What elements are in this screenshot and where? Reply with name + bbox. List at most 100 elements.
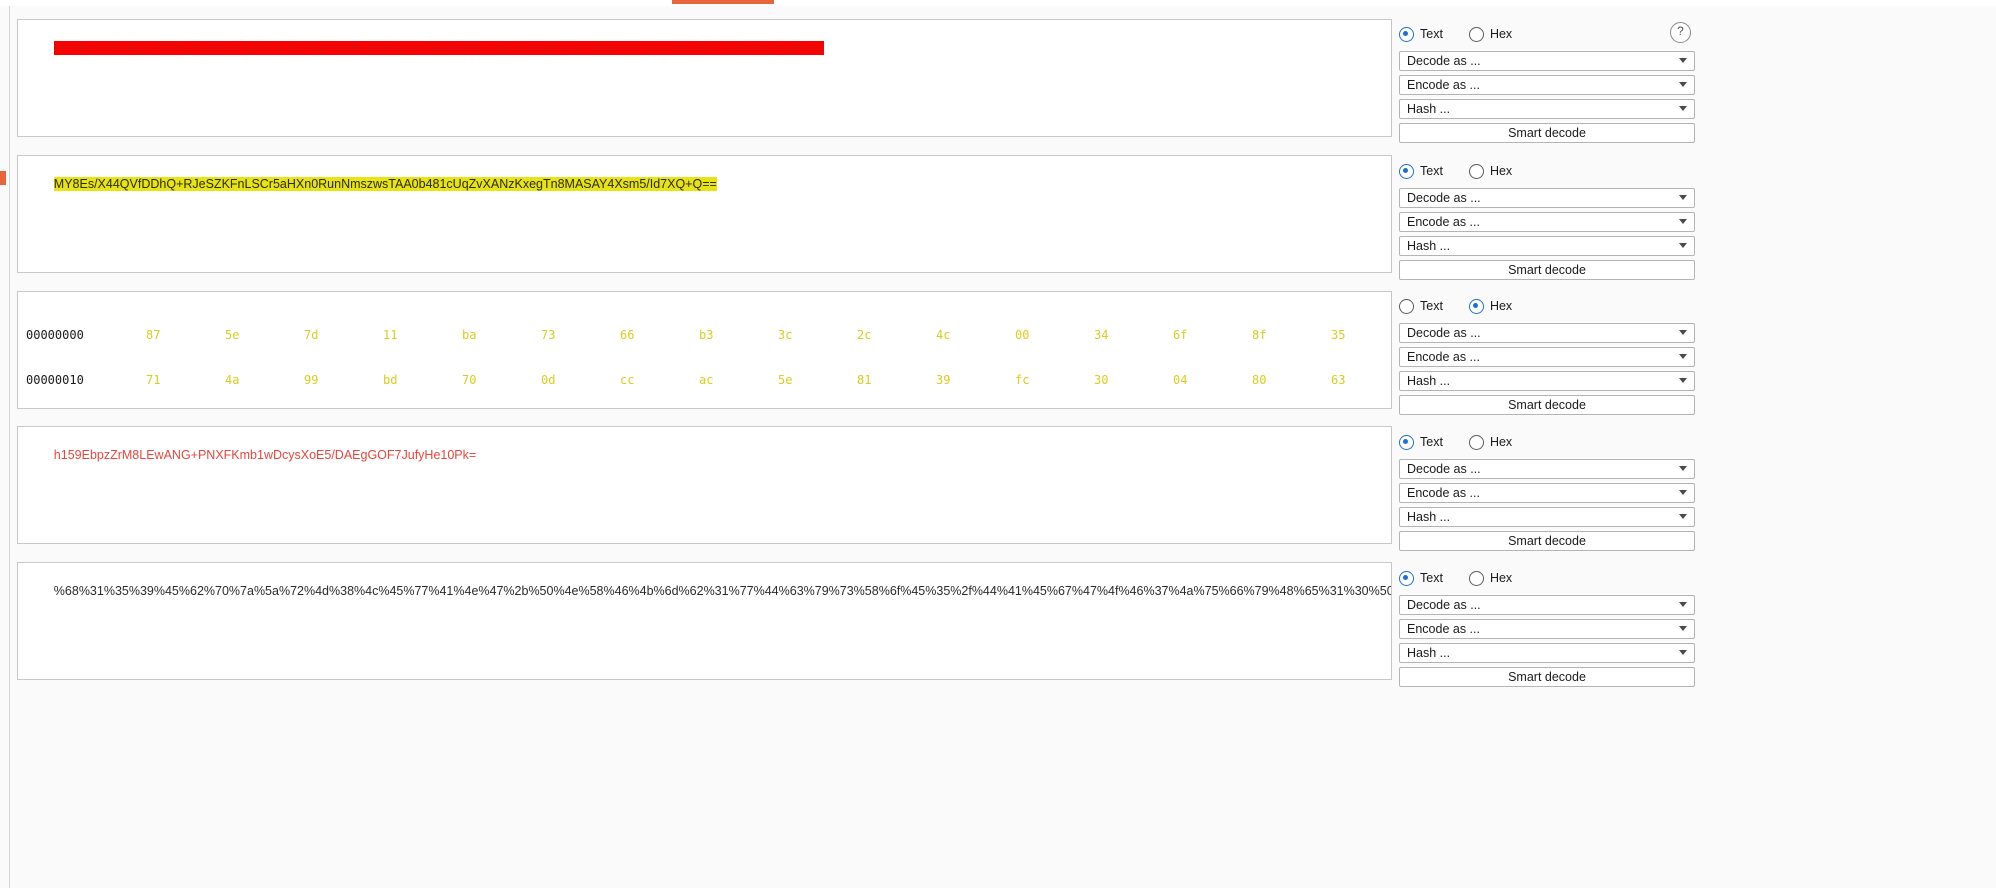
panel-2-encode-as-select[interactable]: Encode as ...: [1399, 212, 1695, 232]
chevron-down-icon: [1679, 354, 1687, 359]
window-top-strip: [0, 0, 1996, 6]
panel-1-radio-text-label: Text: [1420, 27, 1443, 41]
hex-byte: 80: [1252, 373, 1267, 387]
radio-dot-icon: [1468, 570, 1484, 586]
chevron-down-icon: [1679, 650, 1687, 655]
panel-4-hash-value: Hash ...: [1407, 510, 1451, 524]
panel-4-smart-decode-button[interactable]: Smart decode: [1399, 531, 1695, 551]
panel-4-controls: Text Hex Decode as ... Encode as ... Has…: [1399, 432, 1695, 551]
panel-4-radio-text[interactable]: Text: [1399, 434, 1443, 450]
panel-5-smart-decode-button[interactable]: Smart decode: [1399, 667, 1695, 687]
panel-5-encode-as-select[interactable]: Encode as ...: [1399, 619, 1695, 639]
radio-dot-icon: [1468, 26, 1484, 42]
hex-byte: 4c: [936, 328, 951, 342]
hex-byte: 71: [146, 373, 161, 387]
panel-5-hash-value: Hash ...: [1407, 646, 1451, 660]
hex-byte: 81: [857, 373, 872, 387]
hex-byte: 3c: [778, 328, 793, 342]
hex-byte: ac: [699, 373, 714, 387]
left-rail-marker: [0, 171, 6, 185]
panel-1-radio-hex-label: Hex: [1489, 27, 1513, 41]
panel-5-hash-select[interactable]: Hash ...: [1399, 643, 1695, 663]
hex-byte: 5e: [225, 328, 240, 342]
panel-2-editor[interactable]: MY8Es/X44QVfDDhQ+RJeSZKFnLSCr5aHXn0RunNm…: [17, 155, 1392, 273]
panel-4-content[interactable]: h159EbpzZrM8LEwANG+PNXFKmb1wDcysXoE5/DAE…: [18, 427, 1391, 482]
radio-dot-icon: [1399, 163, 1414, 179]
panel-1-smart-decode-button[interactable]: Smart decode: [1399, 123, 1695, 143]
panel-2-hash-select[interactable]: Hash ...: [1399, 236, 1695, 256]
hex-byte: 6f: [1173, 328, 1188, 342]
panel-2-encode-as-value: Encode as ...: [1407, 215, 1480, 229]
panel-5-editor[interactable]: %68%31%35%39%45%62%70%7a%5a%72%4d%38%4c%…: [17, 562, 1392, 680]
hex-byte: fc: [1015, 373, 1030, 387]
panel-3-encode-as-select[interactable]: Encode as ...: [1399, 347, 1695, 367]
panel-2-radio-text[interactable]: Text: [1399, 163, 1443, 179]
hex-byte: 99: [304, 373, 319, 387]
panel-1-editor[interactable]: MY8Es%2fX44QVfDDhQ%2bRJeSZKFnLSCr5aHXn0R…: [17, 19, 1392, 137]
hex-byte: 70: [462, 373, 477, 387]
panel-3-smart-decode-button[interactable]: Smart decode: [1399, 395, 1695, 415]
hex-byte: 35: [1331, 328, 1346, 342]
panel-5-decode-as-select[interactable]: Decode as ...: [1399, 595, 1695, 615]
hex-byte: 0d: [541, 373, 556, 387]
panel-5-radio-text-label: Text: [1420, 571, 1443, 585]
panel-2-mode-group: Text Hex: [1399, 161, 1695, 181]
hex-byte: 2c: [857, 328, 872, 342]
hexdump-row: 00000000 87 5e 7d 11 ba 73 66 b3 3c 2c 4…: [26, 328, 1383, 343]
panel-4-radio-text-label: Text: [1420, 435, 1443, 449]
panel-2-radio-hex-label: Hex: [1489, 164, 1513, 178]
panel-5-content[interactable]: %68%31%35%39%45%62%70%7a%5a%72%4d%38%4c%…: [18, 563, 1391, 618]
radio-dot-icon: [1399, 434, 1414, 450]
chevron-down-icon: [1679, 466, 1687, 471]
panel-5-decode-as-value: Decode as ...: [1407, 598, 1481, 612]
hex-byte: 7d: [304, 328, 319, 342]
panel-5-text: %68%31%35%39%45%62%70%7a%5a%72%4d%38%4c%…: [53, 584, 1391, 598]
panel-5-encode-as-value: Encode as ...: [1407, 622, 1480, 636]
panel-3-radio-hex[interactable]: Hex: [1468, 298, 1512, 314]
help-icon[interactable]: ?: [1670, 22, 1691, 43]
panel-2-decode-as-select[interactable]: Decode as ...: [1399, 188, 1695, 208]
panel-3-editor[interactable]: 00000000 87 5e 7d 11 ba 73 66 b3 3c 2c 4…: [17, 291, 1392, 409]
panel-1-radio-text[interactable]: Text: [1399, 26, 1443, 42]
panel-4-decode-as-select[interactable]: Decode as ...: [1399, 459, 1695, 479]
panel-3-hash-value: Hash ...: [1407, 374, 1451, 388]
chevron-down-icon: [1679, 330, 1687, 335]
radio-dot-icon: [1399, 570, 1414, 586]
hex-byte: 00: [1015, 328, 1030, 342]
panel-2-content[interactable]: MY8Es/X44QVfDDhQ+RJeSZKFnLSCr5aHXn0RunNm…: [18, 156, 1391, 211]
panel-3-controls: Text Hex Decode as ... Encode as ... Has…: [1399, 296, 1695, 415]
panel-3-hash-select[interactable]: Hash ...: [1399, 371, 1695, 391]
panel-1-hash-select[interactable]: Hash ...: [1399, 99, 1695, 119]
panel-4-encode-as-value: Encode as ...: [1407, 486, 1480, 500]
hex-byte: 4a: [225, 373, 240, 387]
panel-3-radio-text[interactable]: Text: [1399, 298, 1443, 314]
hex-byte: 5e: [778, 373, 793, 387]
panel-3-mode-group: Text Hex: [1399, 296, 1695, 316]
panel-1-decode-as-select[interactable]: Decode as ...: [1399, 51, 1695, 71]
hex-byte: cc: [620, 373, 635, 387]
radio-dot-icon: [1468, 434, 1484, 450]
panel-1-content[interactable]: MY8Es%2fX44QVfDDhQ%2bRJeSZKFnLSCr5aHXn0R…: [18, 20, 1391, 75]
panel-4-radio-hex[interactable]: Hex: [1468, 434, 1512, 450]
panel-1-encode-as-select[interactable]: Encode as ...: [1399, 75, 1695, 95]
panel-1-controls: Text Hex ? Decode as ... Encode as ... H…: [1399, 22, 1695, 143]
left-rail: [0, 6, 10, 888]
panel-1-radio-hex[interactable]: Hex: [1468, 26, 1513, 42]
radio-dot-icon: [1468, 298, 1484, 314]
panel-2-radio-hex[interactable]: Hex: [1468, 163, 1513, 179]
hex-byte: 73: [541, 328, 556, 342]
panel-4-hash-select[interactable]: Hash ...: [1399, 507, 1695, 527]
panel-3-decode-as-value: Decode as ...: [1407, 326, 1481, 340]
chevron-down-icon: [1679, 195, 1687, 200]
panel-3-hexdump[interactable]: 00000000 87 5e 7d 11 ba 73 66 b3 3c 2c 4…: [18, 292, 1391, 408]
panel-5-radio-hex[interactable]: Hex: [1468, 570, 1512, 586]
hex-byte: 8f: [1252, 328, 1267, 342]
panel-5-radio-text[interactable]: Text: [1399, 570, 1443, 586]
panel-4-editor[interactable]: h159EbpzZrM8LEwANG+PNXFKmb1wDcysXoE5/DAE…: [17, 426, 1392, 544]
hex-offset: 00000000: [26, 328, 84, 342]
panel-3-decode-as-select[interactable]: Decode as ...: [1399, 323, 1695, 343]
panel-4-encode-as-select[interactable]: Encode as ...: [1399, 483, 1695, 503]
panel-2-smart-decode-button[interactable]: Smart decode: [1399, 260, 1695, 280]
hex-byte: 66: [620, 328, 635, 342]
panel-5-mode-group: Text Hex: [1399, 568, 1695, 588]
